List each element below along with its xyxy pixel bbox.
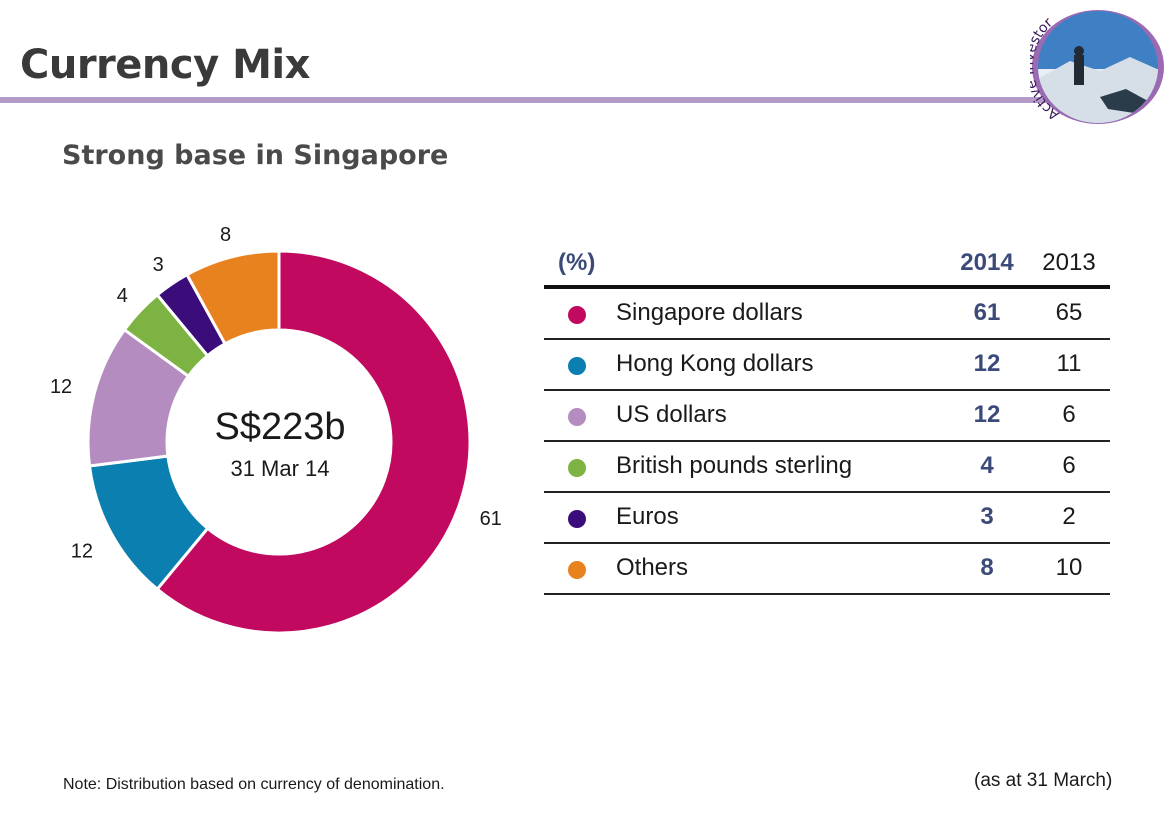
row-label: Others: [616, 554, 689, 581]
row-value-2014: 12: [973, 350, 1001, 377]
legend-dot: [568, 561, 586, 579]
row-value-2013: 65: [1055, 299, 1083, 326]
row-value-2013: 6: [1062, 452, 1076, 479]
slice-value-label: 12: [71, 540, 93, 562]
row-value-2013: 6: [1062, 401, 1076, 428]
header-2013: 2013: [1042, 249, 1096, 276]
table-body: Singapore dollars 61 65 Hong Kong dollars 12…: [544, 289, 1110, 595]
legend-dot: [568, 306, 586, 324]
table-row: British pounds sterling 4 6: [544, 442, 1110, 493]
donut-center-total: S$223b: [214, 406, 346, 448]
header-2014: 2014: [960, 249, 1014, 276]
currency-table: (%) 2014 2013 Singapore dollars 61 65 Hong …: [544, 243, 1110, 595]
table-row: Singapore dollars 61 65: [544, 289, 1110, 340]
donut-slice: [155, 249, 472, 635]
table-row: Others 8 10: [544, 544, 1110, 595]
row-value-2014: 8: [980, 554, 994, 581]
footnote: Note: Distribution based on currency of …: [63, 776, 445, 793]
row-value-2014: 3: [980, 503, 994, 530]
active-investor-logo: Active Investor: [1030, 10, 1164, 124]
row-value-2014: 61: [973, 299, 1001, 326]
legend-dot: [568, 408, 586, 426]
row-label: Singapore dollars: [616, 299, 803, 326]
table-header: (%) 2014 2013: [544, 243, 1110, 285]
legend-dot: [568, 510, 586, 528]
page-title: Currency Mix: [20, 42, 310, 88]
as-at-note: (as at 31 March): [974, 770, 1113, 791]
table-row: US dollars 12 6: [544, 391, 1110, 442]
legend-dot: [568, 459, 586, 477]
slice-value-label: 3: [153, 254, 164, 276]
legend-dot: [568, 357, 586, 375]
row-value-2013: 2: [1062, 503, 1076, 530]
row-label: Hong Kong dollars: [616, 350, 814, 377]
slice-value-label: 8: [220, 224, 231, 246]
currency-donut-chart: 61 12 12 4 3 8: [50, 224, 502, 635]
slice-value-label: 4: [117, 285, 128, 307]
row-value-2013: 11: [1056, 350, 1082, 377]
donut-slice: [184, 249, 281, 346]
subtitle: Strong base in Singapore: [62, 140, 449, 171]
header-unit: (%): [558, 249, 596, 276]
row-label: British pounds sterling: [616, 452, 853, 479]
row-value-2014: 4: [980, 452, 994, 479]
slice-value-label: 61: [480, 508, 502, 530]
header-divider: [544, 285, 1110, 289]
row-label: US dollars: [616, 401, 727, 428]
row-value-2014: 12: [973, 401, 1001, 428]
row-value-2013: 10: [1055, 554, 1083, 581]
donut-center-date: 31 Mar 14: [230, 456, 330, 481]
table-row: Euros 3 2: [544, 493, 1110, 544]
title-divider: [0, 97, 1060, 103]
row-label: Euros: [616, 503, 679, 530]
slice-value-label: 12: [50, 376, 72, 398]
table-row: Hong Kong dollars 12 11: [544, 340, 1110, 391]
